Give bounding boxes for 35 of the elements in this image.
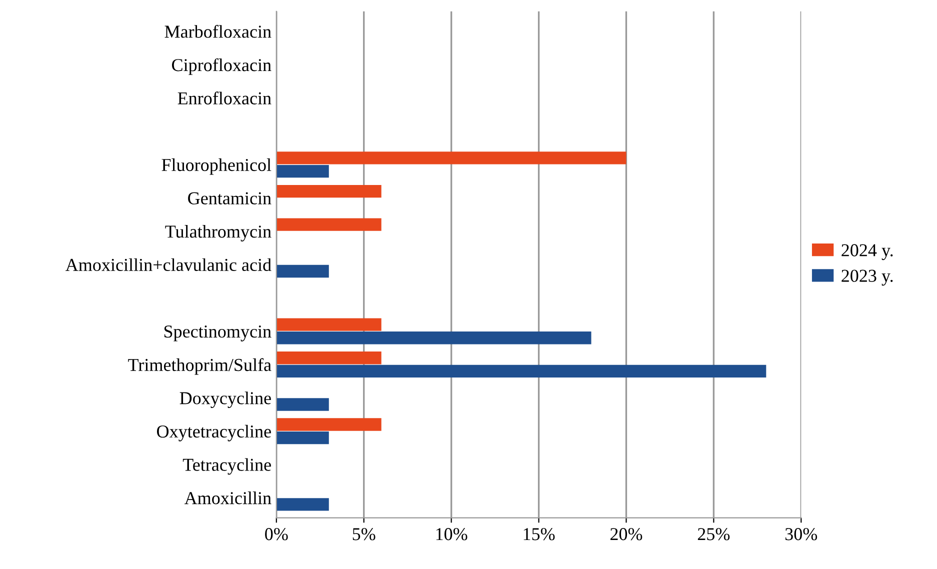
bar (276, 164, 329, 178)
bar (276, 498, 329, 511)
bar (276, 418, 382, 431)
y-tick-label: Spectinomycin (164, 326, 272, 342)
bar (276, 364, 766, 378)
legend-label: 2024 y. (842, 244, 893, 260)
x-tick-label: 0% (265, 528, 288, 540)
bar (276, 352, 382, 364)
y-tick-label: Marbofloxacin (164, 24, 272, 38)
x-tick-label: 5% (352, 528, 376, 540)
y-tick-label: Doxycycline (180, 392, 271, 408)
bar (276, 264, 329, 278)
legend-label: 2023 y. (842, 270, 893, 286)
bar (276, 398, 329, 411)
y-tick-label: Gentamicin (188, 192, 272, 204)
y-tick-label: Amoxicillin (184, 492, 272, 504)
y-tick-label: Fluorophenicol (162, 158, 272, 175)
x-tick-label: 20% (610, 528, 642, 540)
y-tick-label: Ciprofloxacin (172, 58, 272, 75)
x-tick-label: 25% (698, 528, 730, 540)
y-tick-label: Tetracycline (182, 458, 271, 475)
bar (276, 218, 382, 231)
bar (276, 318, 382, 331)
bar (276, 332, 592, 344)
y-tick-label: Enrofloxacin (178, 92, 272, 104)
y-tick-label: Amoxicillin+clavulanic acid (66, 258, 272, 272)
bar (276, 184, 382, 198)
y-tick-label: Tulathromycin (165, 225, 272, 242)
bar (276, 432, 329, 444)
x-tick-label: 15% (524, 528, 555, 540)
x-tick-label: 30% (785, 528, 818, 540)
bar (276, 152, 626, 164)
x-tick-label: 10% (436, 528, 468, 540)
y-tick-label: Oxytetracycline (156, 424, 271, 442)
y-tick-label: Trimethoprim/Sulfa (128, 358, 272, 375)
